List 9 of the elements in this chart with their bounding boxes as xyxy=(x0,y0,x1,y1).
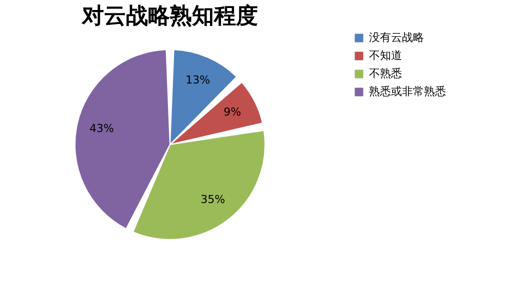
data-label: 13% xyxy=(186,73,210,86)
data-label: 9% xyxy=(224,106,242,119)
legend-label: 熟悉或非常熟悉 xyxy=(369,85,446,98)
chart-title: 对云战略熟知程度 xyxy=(81,3,258,29)
legend-label: 不熟悉 xyxy=(369,67,402,80)
data-label: 35% xyxy=(200,192,226,206)
legend-label: 没有云战略 xyxy=(369,31,424,44)
data-label: 43% xyxy=(89,122,114,136)
legend-label: 不知道 xyxy=(369,49,402,62)
